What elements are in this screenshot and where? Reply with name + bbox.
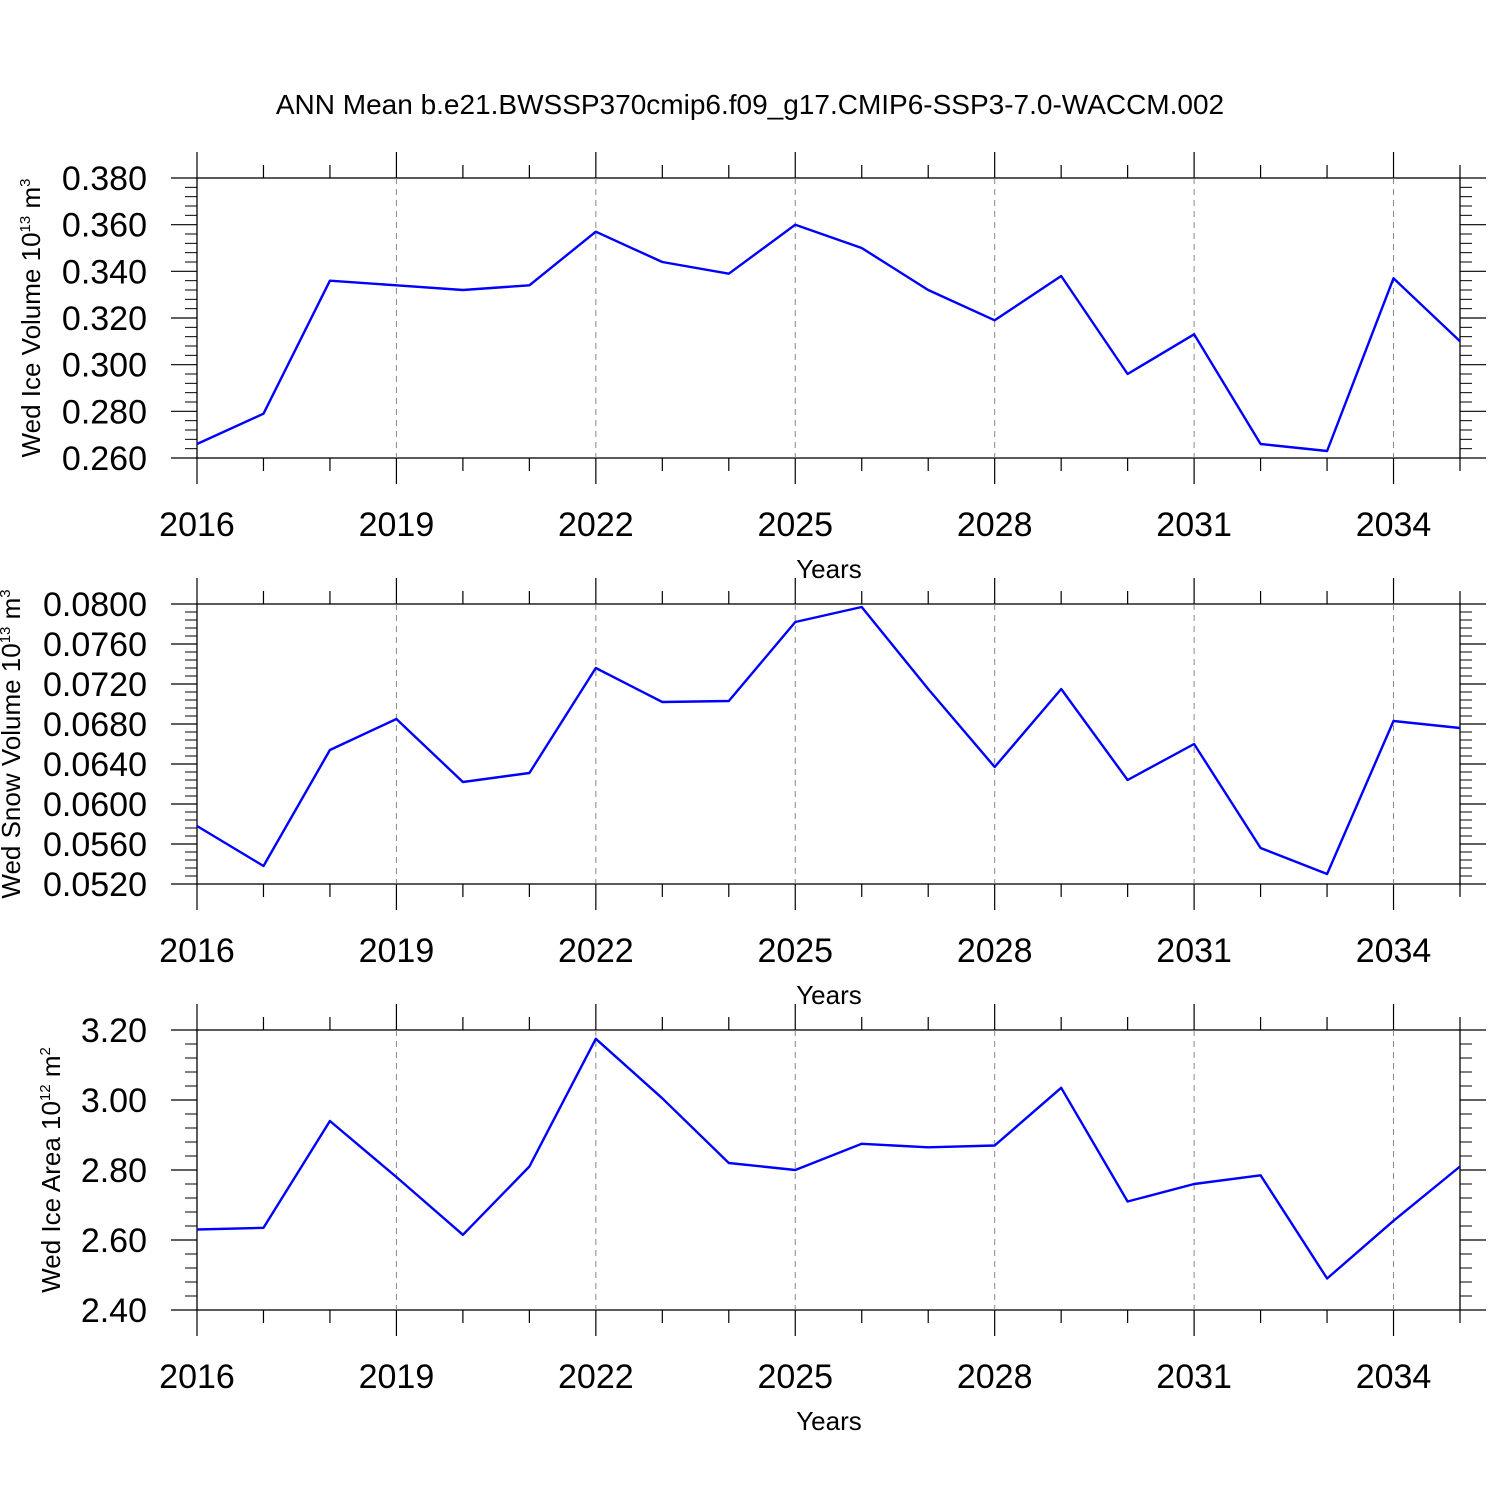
y-tick-label: 0.0720 [43,666,147,704]
y-axis-title-main: Wed Snow Volume 10 [0,643,26,898]
y-tick-label: 0.0760 [43,626,147,664]
y-tick-label: 3.00 [81,1082,147,1120]
y-tick-label: 0.360 [62,207,147,245]
x-tick-label: 2031 [1156,506,1232,544]
y-axis-title: Wed Ice Area 1012 m2 [36,1047,66,1293]
x-tick-label: 2025 [757,932,833,970]
y-axis-title-unit: m [0,598,26,627]
x-tick-label: 2025 [757,1358,833,1396]
x-tick-label: 2028 [957,1358,1033,1396]
x-tick-label: 2019 [359,506,435,544]
x-tick-label: 2019 [359,932,435,970]
series-line [196,223,1461,453]
panel-1: 2016 2019 2022 2025 2028 2031 2034 0.260 0.280 0.… [16,152,1486,584]
y-tick-label: 0.0520 [43,866,147,904]
x-tick-label: 2028 [957,506,1033,544]
y-tick-label: 0.340 [62,253,147,291]
y-tick-label: 0.0800 [43,586,147,624]
y-tick-label: 0.300 [62,347,147,385]
y-axis-title-unit-exponent: 2 [37,1047,54,1055]
y-tick-label: 3.20 [81,1012,147,1050]
y-axis-title-main: Wed Ice Area 10 [36,1101,66,1293]
y-tick-label: 2.80 [81,1152,147,1190]
y-axis-title-exponent: 12 [37,1084,54,1101]
x-tick-label: 2016 [159,932,235,970]
x-tick-label: 2025 [757,506,833,544]
y-axis-title: Wed Snow Volume 1013 m3 [0,589,26,898]
y-tick-label: 2.60 [81,1222,147,1260]
y-axis-title-unit: m [16,187,46,216]
x-tick-label: 2034 [1356,1358,1432,1396]
x-tick-label: 2016 [159,506,235,544]
x-tick-label: 2031 [1156,1358,1232,1396]
x-axis-title: Years [796,554,862,584]
y-tick-label: 0.0640 [43,746,147,784]
x-axis-title: Years [796,1406,862,1436]
plot-frame [196,177,1461,459]
x-tick-label: 2016 [159,1358,235,1396]
y-tick-label: 0.0600 [43,786,147,824]
panel-2: 2016 2019 2022 2025 2028 2031 2034 0.05200.0560… [0,578,1486,1010]
y-tick-label: 0.380 [62,160,147,198]
panel-3: 2016 2019 2022 2025 2028 2031 2034 2.40 2.60 2.80… [36,1004,1486,1436]
y-axis-title-unit-exponent: 3 [17,179,34,187]
y-axis-title: Wed Ice Volume 1013 m3 [16,179,46,458]
x-tick-label: 2028 [957,932,1033,970]
y-axis-title-unit-exponent: 3 [0,589,14,597]
x-tick-label: 2022 [558,506,634,544]
x-tick-label: 2034 [1356,506,1432,544]
y-tick-label: 0.260 [62,440,147,478]
x-tick-label: 2022 [558,1358,634,1396]
y-tick-label: 0.0680 [43,706,147,744]
x-axis-title: Years [796,980,862,1010]
y-tick-label: 0.0560 [43,826,147,864]
x-tick-label: 2022 [558,932,634,970]
y-tick-label: 2.40 [81,1292,147,1330]
y-axis-title-unit: m [36,1056,66,1085]
series-line [196,605,1461,876]
figure-title: ANN Mean b.e21.BWSSP370cmip6.f09_g17.CMI… [276,89,1224,120]
y-axis-title-exponent: 13 [0,627,14,644]
plot-frame [196,603,1461,885]
y-tick-label: 0.320 [62,300,147,338]
y-tick-label: 0.280 [62,393,147,431]
x-tick-label: 2034 [1356,932,1432,970]
y-axis-title-exponent: 13 [17,216,34,233]
y-axis-title-main: Wed Ice Volume 10 [16,232,46,457]
x-tick-label: 2019 [359,1358,435,1396]
x-tick-label: 2031 [1156,932,1232,970]
series-line [196,1037,1461,1280]
